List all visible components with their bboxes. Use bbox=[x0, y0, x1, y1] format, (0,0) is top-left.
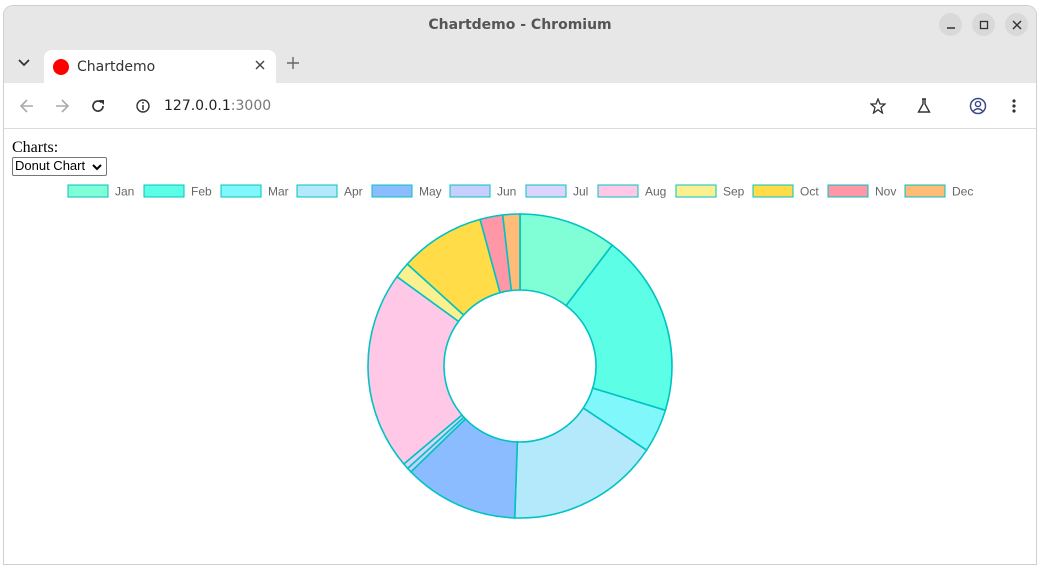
legend-swatch bbox=[675, 184, 717, 198]
chart-type-selected: Donut Chart bbox=[15, 158, 86, 173]
profile-icon bbox=[969, 97, 987, 115]
legend-swatch bbox=[296, 184, 338, 198]
legend-item-apr[interactable]: Apr bbox=[296, 184, 363, 199]
chevron-down-icon bbox=[18, 59, 30, 67]
legend-item-sep[interactable]: Sep bbox=[675, 184, 745, 199]
legend-swatch bbox=[220, 184, 262, 198]
close-window-button[interactable] bbox=[1005, 13, 1028, 36]
bookmark-star-icon[interactable] bbox=[870, 98, 886, 114]
legend-swatch bbox=[752, 184, 794, 198]
reload-button[interactable] bbox=[88, 96, 108, 116]
chart-legend: Jan Feb Mar Apr May Jun Jul Aug Sep Oct Nov Dec bbox=[67, 184, 973, 199]
legend-swatch bbox=[827, 184, 869, 198]
legend-swatch bbox=[67, 184, 109, 198]
tab-close-button[interactable] bbox=[252, 58, 268, 74]
tab-list-button[interactable] bbox=[14, 53, 34, 73]
close-icon bbox=[255, 60, 265, 70]
legend-swatch bbox=[525, 184, 567, 198]
legend-label: Aug bbox=[645, 185, 666, 199]
legend-item-jun[interactable]: Jun bbox=[449, 184, 516, 199]
flask-icon bbox=[917, 98, 931, 113]
slice-aug[interactable] bbox=[367, 275, 464, 466]
window-title: Chartdemo - Chromium bbox=[428, 16, 612, 33]
page-content: Charts: Donut Chart Jan Feb Mar Apr May Jun Ju… bbox=[4, 130, 1036, 564]
browser-toolbar: 127.0.0.1:3000 bbox=[4, 83, 1036, 129]
tab-title: Chartdemo bbox=[77, 58, 156, 75]
legend-label: May bbox=[419, 185, 442, 199]
new-tab-button[interactable] bbox=[286, 56, 300, 72]
site-info-icon[interactable] bbox=[136, 99, 150, 113]
plus-icon bbox=[287, 57, 299, 69]
chevron-down-icon bbox=[92, 164, 102, 171]
legend-item-may[interactable]: May bbox=[371, 184, 442, 199]
legend-item-dec[interactable]: Dec bbox=[904, 184, 973, 199]
legend-label: Dec bbox=[952, 185, 973, 199]
legend-label: Mar bbox=[268, 185, 289, 199]
charts-label: Charts: bbox=[12, 139, 59, 156]
legend-item-oct[interactable]: Oct bbox=[752, 184, 819, 199]
arrow-left-icon bbox=[19, 99, 33, 113]
legend-swatch bbox=[449, 184, 491, 198]
labs-button[interactable] bbox=[914, 96, 934, 116]
legend-label: Nov bbox=[875, 185, 896, 199]
legend-item-jan[interactable]: Jan bbox=[67, 184, 134, 199]
slice-dec[interactable] bbox=[501, 213, 521, 292]
menu-button[interactable] bbox=[1004, 96, 1024, 116]
legend-label: Jan bbox=[115, 185, 134, 199]
maximize-icon bbox=[979, 20, 988, 29]
legend-item-aug[interactable]: Aug bbox=[597, 184, 666, 199]
arrow-right-icon bbox=[56, 99, 70, 113]
legend-label: Jun bbox=[497, 185, 516, 199]
favicon-icon bbox=[53, 58, 69, 75]
kebab-menu-icon bbox=[1012, 99, 1016, 113]
legend-swatch bbox=[371, 184, 413, 198]
maximize-button[interactable] bbox=[972, 13, 995, 36]
slice-feb[interactable] bbox=[564, 244, 673, 412]
legend-swatch bbox=[143, 184, 185, 198]
address-bar[interactable]: 127.0.0.1:3000 bbox=[124, 90, 898, 122]
url-port: :3000 bbox=[230, 98, 272, 114]
legend-item-mar[interactable]: Mar bbox=[220, 184, 289, 199]
legend-swatch bbox=[904, 184, 946, 198]
minimize-button[interactable] bbox=[939, 13, 962, 36]
window-controls bbox=[939, 13, 1028, 36]
tab-chartdemo[interactable]: Chartdemo bbox=[44, 50, 276, 83]
browser-window: Chartdemo - Chromium Chartdemo bbox=[3, 5, 1037, 565]
legend-label: Oct bbox=[800, 185, 819, 199]
legend-item-nov[interactable]: Nov bbox=[827, 184, 896, 199]
chart-type-select[interactable]: Donut Chart bbox=[12, 157, 107, 176]
forward-button[interactable] bbox=[52, 96, 72, 116]
tab-strip: Chartdemo bbox=[4, 43, 1036, 83]
title-bar: Chartdemo - Chromium bbox=[4, 6, 1036, 43]
profile-button[interactable] bbox=[968, 96, 988, 116]
legend-label: Jul bbox=[573, 185, 588, 199]
reload-icon bbox=[92, 100, 104, 112]
legend-item-feb[interactable]: Feb bbox=[143, 184, 212, 199]
close-icon bbox=[1011, 19, 1022, 30]
legend-label: Feb bbox=[191, 185, 212, 199]
legend-swatch bbox=[597, 184, 639, 198]
donut-chart: Jan Feb Mar Apr May Jun Jul Aug Sep Oct Nov Dec bbox=[67, 184, 973, 519]
slice-apr[interactable] bbox=[513, 406, 648, 519]
minimize-icon bbox=[946, 26, 955, 29]
url-host: 127.0.0.1 bbox=[164, 98, 231, 114]
legend-item-jul[interactable]: Jul bbox=[525, 184, 588, 199]
legend-label: Apr bbox=[344, 185, 363, 199]
donut-slices bbox=[367, 213, 673, 519]
legend-label: Sep bbox=[723, 185, 745, 199]
back-button[interactable] bbox=[17, 96, 37, 116]
